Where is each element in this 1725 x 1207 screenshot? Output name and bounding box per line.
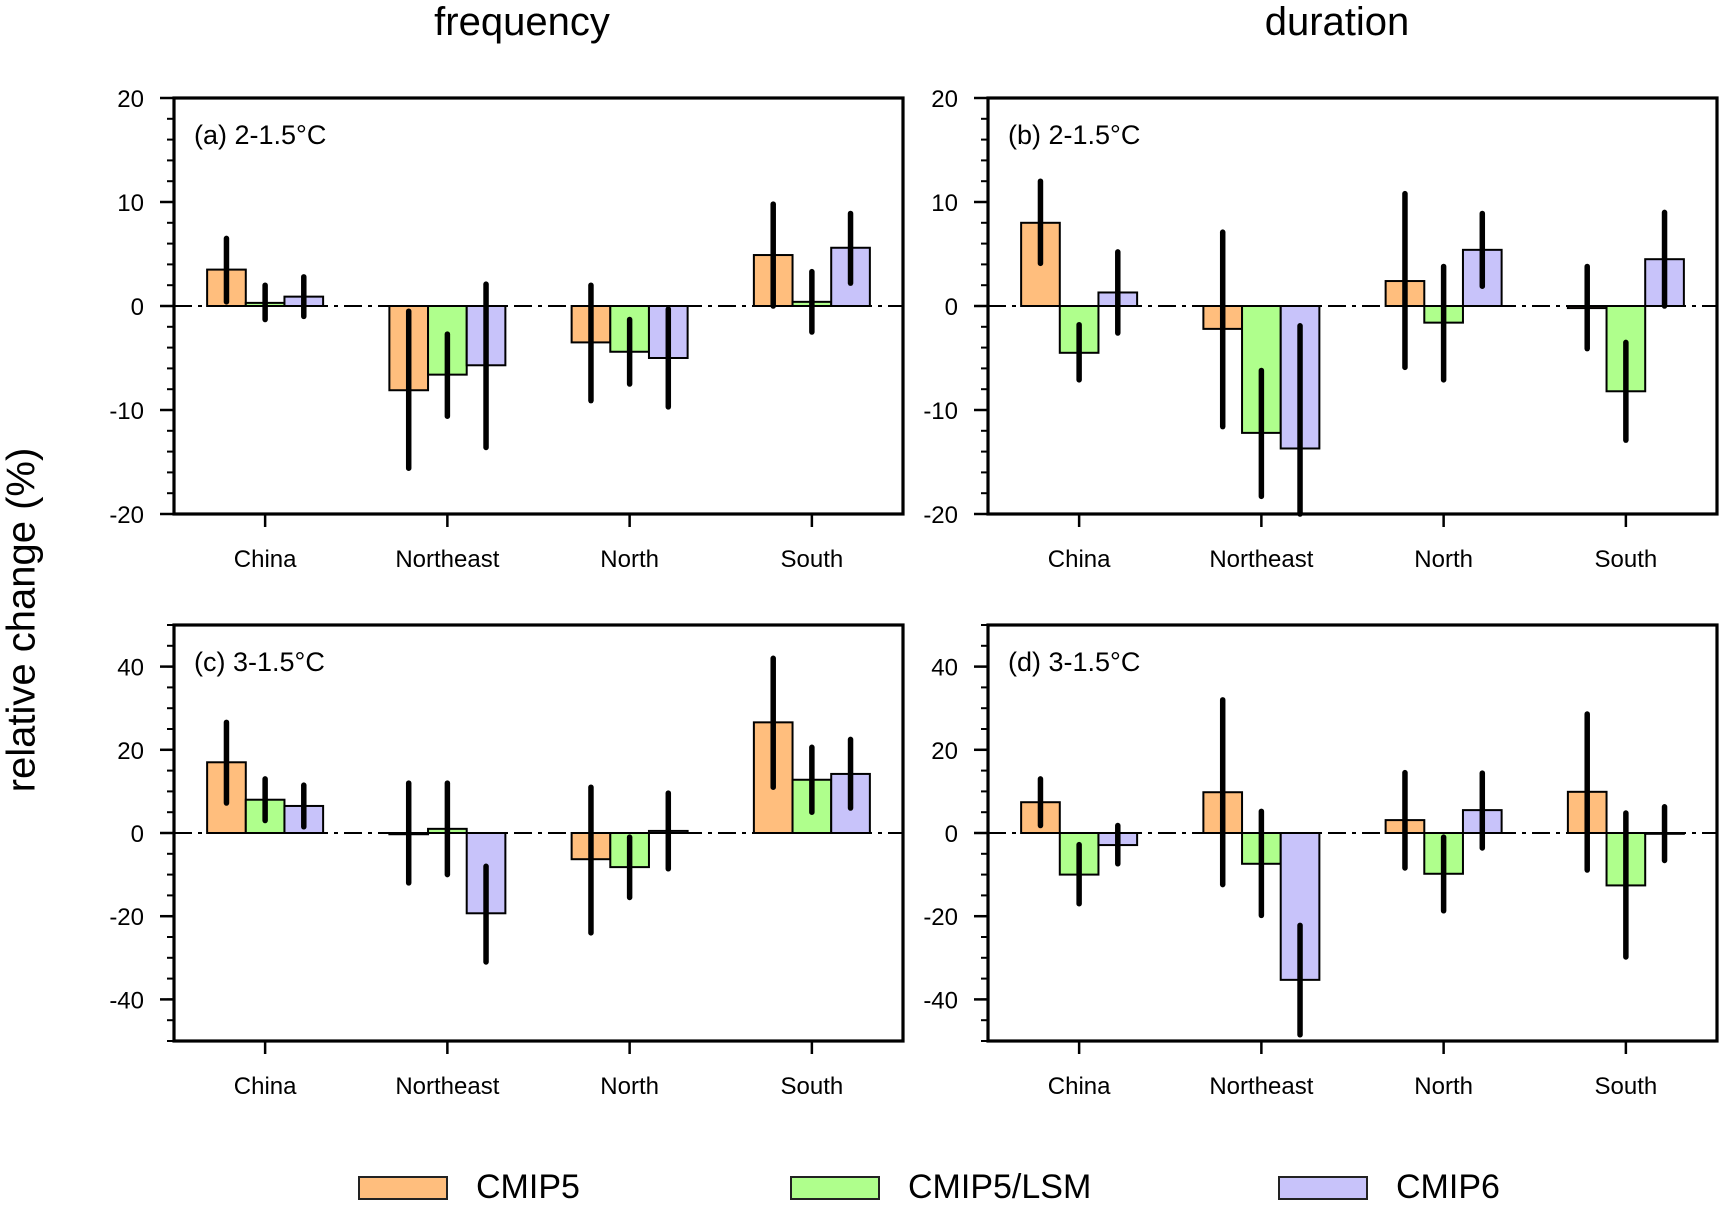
y-tick-label: 20 [117,86,144,113]
x-tick-label-north: North [600,546,659,573]
y-tick-label: 0 [131,821,144,848]
x-tick-label-north: North [1414,546,1473,573]
panel-label-d: (d) 3-1.5°C [1008,647,1140,677]
legend-label-cmip5: CMIP5 [476,1168,580,1206]
legend: CMIP5 CMIP5/LSM CMIP6 [0,1168,1725,1207]
legend-item-cmip5-lsm: CMIP5/LSM [790,1168,1091,1207]
y-tick-label: -10 [109,398,144,425]
legend-item-cmip5: CMIP5 [358,1168,580,1207]
legend-label-cmip6: CMIP6 [1396,1168,1500,1206]
x-tick-label-northeast: Northeast [1209,1073,1313,1100]
x-tick-label-china: China [234,1073,297,1100]
y-tick-label: -10 [923,398,958,425]
x-tick-label-china: China [1048,1073,1111,1100]
y-tick-label: -20 [109,502,144,529]
y-tick-label: 20 [931,738,958,765]
y-tick-label: 0 [945,821,958,848]
y-tick-label: 40 [117,655,144,682]
x-tick-label-northeast: Northeast [1209,546,1313,573]
legend-label-cmip5-lsm: CMIP5/LSM [908,1168,1092,1206]
x-tick-label-north: North [1414,1073,1473,1100]
x-tick-label-south: South [781,546,844,573]
panel-label-a: (a) 2-1.5°C [194,120,326,150]
y-tick-label: 10 [931,190,958,217]
x-tick-label-northeast: Northeast [395,546,499,573]
y-tick-label: -20 [923,904,958,931]
y-tick-label: 0 [945,294,958,321]
x-tick-label-south: South [1595,1073,1658,1100]
y-tick-label: -40 [109,987,144,1014]
legend-swatch-cmip6 [1278,1175,1368,1200]
x-tick-label-china: China [234,546,297,573]
x-tick-label-northeast: Northeast [395,1073,499,1100]
x-tick-label-china: China [1048,546,1111,573]
panel-label-b: (b) 2-1.5°C [1008,120,1140,150]
y-tick-label: 10 [117,190,144,217]
y-tick-label: 20 [931,86,958,113]
y-tick-label: -20 [109,904,144,931]
panel-label-c: (c) 3-1.5°C [194,647,325,677]
y-tick-label: 0 [131,294,144,321]
x-tick-label-north: North [600,1073,659,1100]
legend-swatch-cmip5-lsm [790,1175,880,1200]
y-tick-label: -20 [923,502,958,529]
legend-swatch-cmip5 [358,1175,448,1200]
x-tick-label-south: South [1595,546,1658,573]
y-tick-label: -40 [923,987,958,1014]
legend-item-cmip6: CMIP6 [1278,1168,1500,1207]
column-title-frequency: frequency [434,0,610,44]
y-tick-label: 40 [931,655,958,682]
x-tick-label-south: South [781,1073,844,1100]
y-tick-label: 20 [117,738,144,765]
column-title-duration: duration [1264,0,1410,44]
